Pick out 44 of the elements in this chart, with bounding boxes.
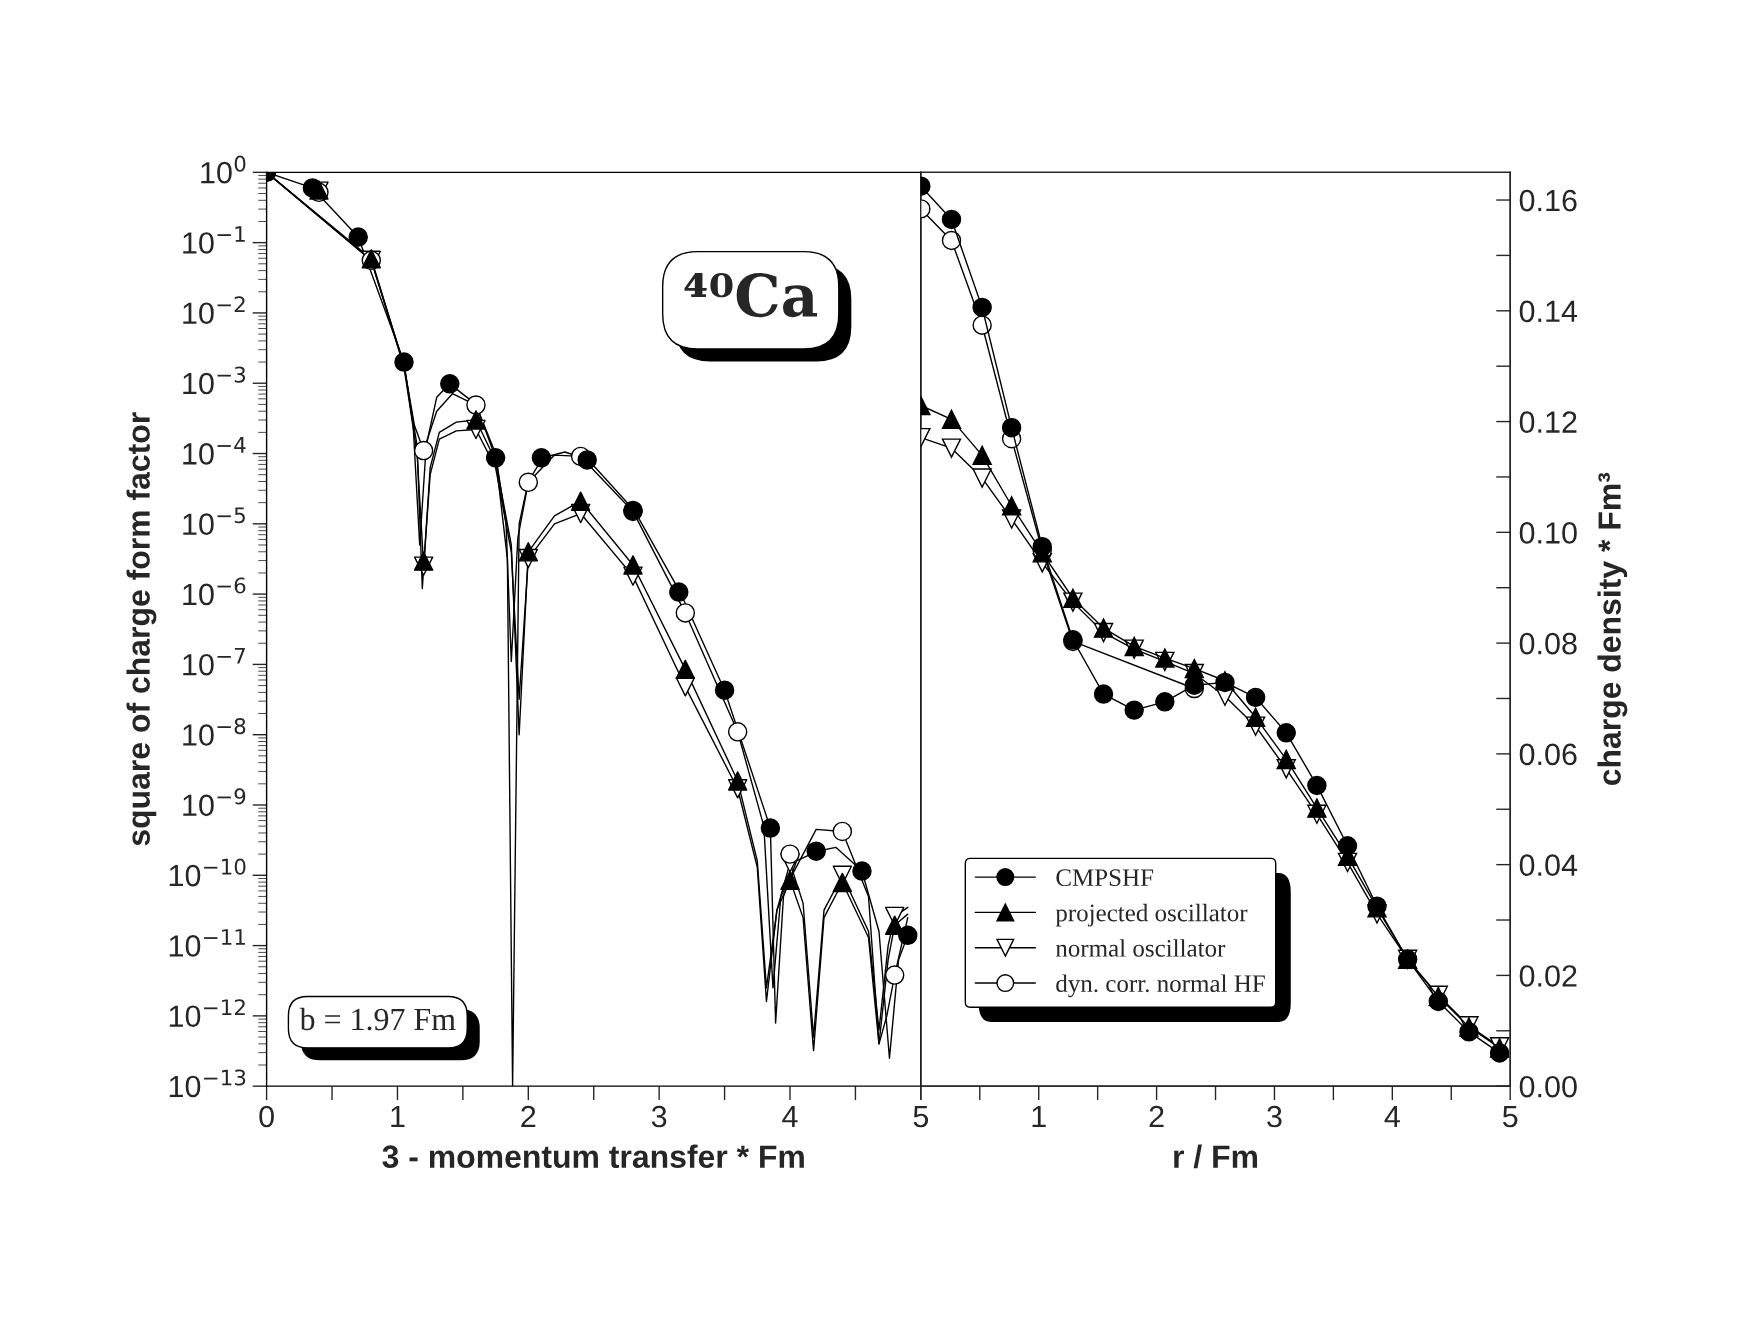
x-tick-label: 5	[1502, 1106, 1518, 1128]
y-tick-label: 10$^{−13}$	[169, 1069, 246, 1098]
y-tick-label: 10$^{−5}$	[183, 507, 245, 535]
y2-tick-label: 0.08	[1519, 632, 1577, 655]
y-tick-label: 10$^{−1}$	[183, 226, 245, 254]
legend-label: projected oscillator	[1055, 903, 1248, 927]
y-tick-label: 10$^{−4}$	[183, 437, 246, 465]
x-axis-title: 3 - momentum transfer * Fm	[382, 1144, 804, 1169]
y2-tick-label: 0.06	[1519, 743, 1577, 766]
y-tick-label: 10$^{−6}$	[183, 577, 246, 606]
y-tick-label: 10$^{−10}$	[169, 858, 246, 887]
y-tick-label: 10$^{−8}$	[183, 717, 246, 746]
y2-tick-label: 0.00	[1519, 1075, 1577, 1098]
legend-label: dyn. corr. normal HF	[1056, 974, 1265, 998]
y-tick-label: 10$^{−2}$	[183, 296, 245, 325]
y2-tick-label: 0.02	[1519, 965, 1577, 987]
x-tick-label: 4	[782, 1106, 798, 1128]
y-axis-title: square of charge form factor	[126, 412, 157, 846]
y-tick-label: 10$^{−7}$	[183, 647, 245, 676]
x-tick-label: 3	[1267, 1105, 1282, 1128]
x-tick-label: 5	[913, 1106, 929, 1128]
y2-tick-label: 0.04	[1519, 854, 1578, 877]
y-tick-label: 10$^{−12}$	[169, 999, 245, 1028]
x-tick-label: 2	[1149, 1105, 1164, 1128]
y2-tick-label: 0.12	[1519, 411, 1577, 433]
y2-tick-label: 0.10	[1519, 522, 1577, 544]
x-tick-label: 1	[391, 1106, 405, 1128]
y2-tick-label: 0.14	[1519, 300, 1578, 323]
x-tick-label: 1	[1032, 1106, 1046, 1128]
y2-axis-title: charge density * Fm³	[1597, 472, 1628, 786]
legend-label: CMPSHF	[1056, 869, 1154, 887]
x-tick-label: 3	[651, 1105, 667, 1128]
x-tick-label: 2	[521, 1105, 536, 1128]
x-axis-title: r / Fm	[1174, 1144, 1258, 1169]
legend-label: normal oscillator	[1055, 939, 1226, 957]
y-tick-label: 10$^{−9}$	[183, 788, 246, 817]
y-tick-label: 10$^{−3}$	[183, 366, 246, 395]
annotation: b = 1.97 Fm	[299, 1007, 456, 1031]
x-tick-label: 0	[259, 1105, 274, 1128]
x-tick-label: 4	[1384, 1106, 1400, 1128]
y-tick-label: 10$^{−11}$	[169, 929, 245, 957]
y2-tick-label: 0.16	[1519, 189, 1577, 212]
annotation: ⁴⁰Ca	[684, 273, 818, 318]
y-tick-label: 10$^{0}$	[201, 155, 246, 184]
